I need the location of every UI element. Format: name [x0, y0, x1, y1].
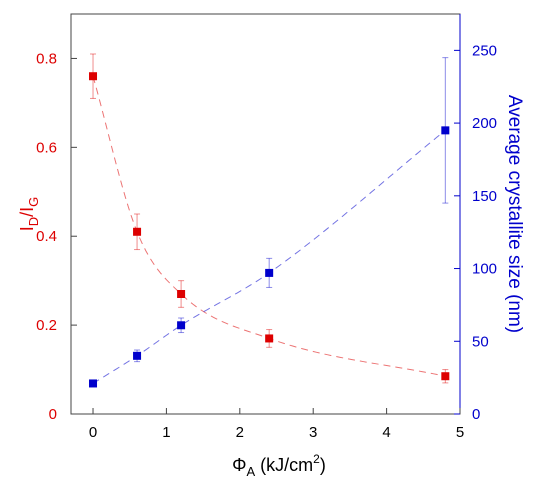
x-axis-title-unit: (kJ/cm — [255, 455, 313, 475]
left-y-tick-label: 0.2 — [36, 317, 57, 334]
x-axis-title-sub: A — [247, 464, 256, 479]
left-y-tick-label: 0.6 — [36, 139, 57, 156]
data-point-left — [133, 227, 142, 236]
left-y-title-part2: /I — [17, 207, 37, 217]
right-y-tick-label: 250 — [472, 42, 497, 59]
right-y-tick-label: 100 — [472, 261, 497, 278]
right-y-tick-label: 50 — [472, 333, 489, 350]
left-y-title-part1: I — [17, 226, 37, 231]
right-y-tick-label: 0 — [472, 406, 480, 423]
data-points — [89, 53, 450, 388]
plot-frame — [70, 13, 461, 415]
x-axis-title-unit-close: ) — [320, 455, 326, 475]
x-tick-label: 1 — [162, 424, 170, 441]
x-axis-ticks: 0 1 2 3 4 5 — [89, 408, 464, 441]
left-y-title-sub2: G — [26, 197, 41, 207]
left-y-axis-title: ID/IG — [17, 197, 41, 232]
data-point-right — [89, 379, 98, 388]
data-point-right — [177, 321, 186, 330]
data-point-left — [89, 72, 98, 81]
data-point-left — [177, 290, 186, 298]
x-axis-title-unit-sup: 2 — [313, 452, 320, 466]
left-y-title-sub1: D — [26, 217, 41, 226]
data-point-left — [441, 372, 450, 381]
right-y-axis-title: Average crystallite size (nm) — [504, 95, 525, 333]
x-axis-title: ΦA (kJ/cm2) — [232, 452, 326, 479]
data-point-right — [441, 126, 450, 135]
left-y-tick-label: 0 — [49, 406, 57, 423]
x-tick-label: 3 — [309, 424, 317, 441]
left-y-tick-label: 0.4 — [36, 228, 57, 245]
data-point-right — [133, 351, 142, 360]
x-axis-title-main: Φ — [232, 455, 246, 475]
data-point-right — [265, 268, 274, 277]
x-tick-label: 4 — [382, 424, 390, 441]
x-tick-label: 2 — [236, 424, 244, 441]
left-y-axis-ticks: 0 0.2 0.4 0.6 0.8 — [36, 50, 77, 423]
right-y-tick-label: 150 — [472, 188, 497, 205]
x-tick-label: 0 — [89, 424, 97, 441]
right-y-axis-ticks: 0 50 100 150 200 250 — [454, 42, 497, 423]
left-y-tick-label: 0.8 — [36, 50, 57, 67]
x-tick-label: 5 — [456, 424, 464, 441]
right-y-tick-label: 200 — [472, 115, 497, 132]
data-point-left — [265, 334, 274, 343]
